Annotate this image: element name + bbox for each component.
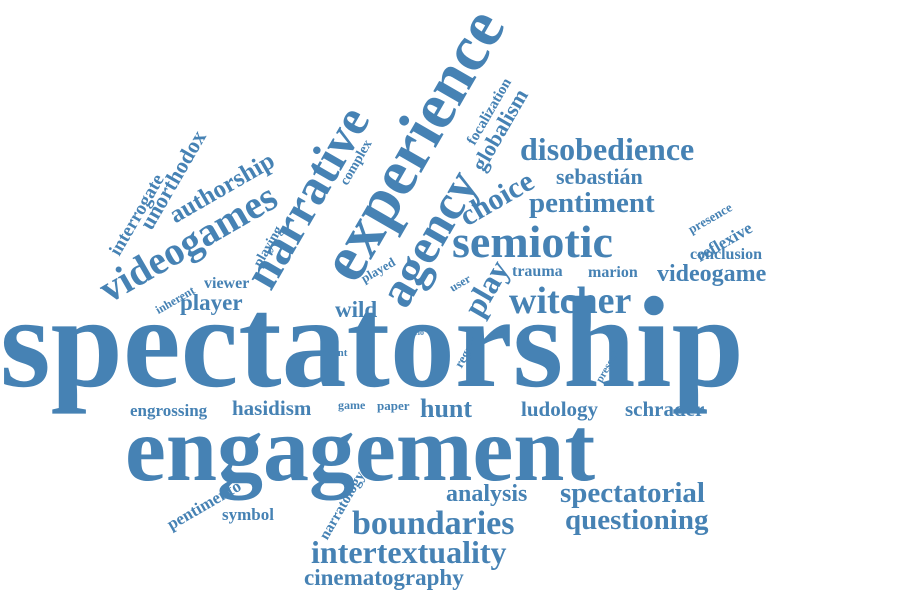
word-disobedience: disobedience	[520, 131, 695, 167]
word-ludology: ludology	[521, 397, 599, 421]
word-semiotic: semiotic	[452, 216, 613, 267]
word-wild: wild	[335, 297, 378, 322]
word-pentiment: pentiment	[529, 187, 655, 219]
word-paper: paper	[377, 398, 410, 413]
word-cinematography: cinematography	[304, 565, 464, 590]
word-game: game	[338, 398, 366, 412]
word-videogame: videogame	[657, 261, 767, 287]
word-engagement: engagement	[125, 398, 596, 500]
word-boundaries: boundaries	[352, 505, 515, 542]
word-leio: leio	[412, 328, 424, 337]
word-paint: paint	[323, 347, 348, 359]
word-sebastian: sebastián	[556, 164, 643, 189]
word-hunt: hunt	[420, 394, 473, 423]
word-analysis: analysis	[446, 481, 528, 507]
word-viewer: viewer	[204, 275, 250, 292]
word-hasidism: hasidism	[232, 396, 312, 420]
word-schrader: schrader	[625, 397, 705, 421]
word-narratology: symbol	[222, 505, 274, 524]
word-trauma: trauma	[512, 263, 563, 280]
word-conclusion: conclusion	[690, 246, 763, 263]
word-player: player	[180, 290, 243, 315]
word-spectatorial: spectatorial	[560, 477, 705, 509]
word-spectatorship: spectatorship	[0, 271, 744, 415]
word-intertextuality: intertextuality	[311, 534, 507, 570]
word-witcher: witcher	[509, 280, 632, 322]
word-questioning: questioning	[565, 504, 709, 536]
word-marion: marion	[588, 264, 638, 281]
word-engrossing: engrossing	[130, 401, 208, 420]
